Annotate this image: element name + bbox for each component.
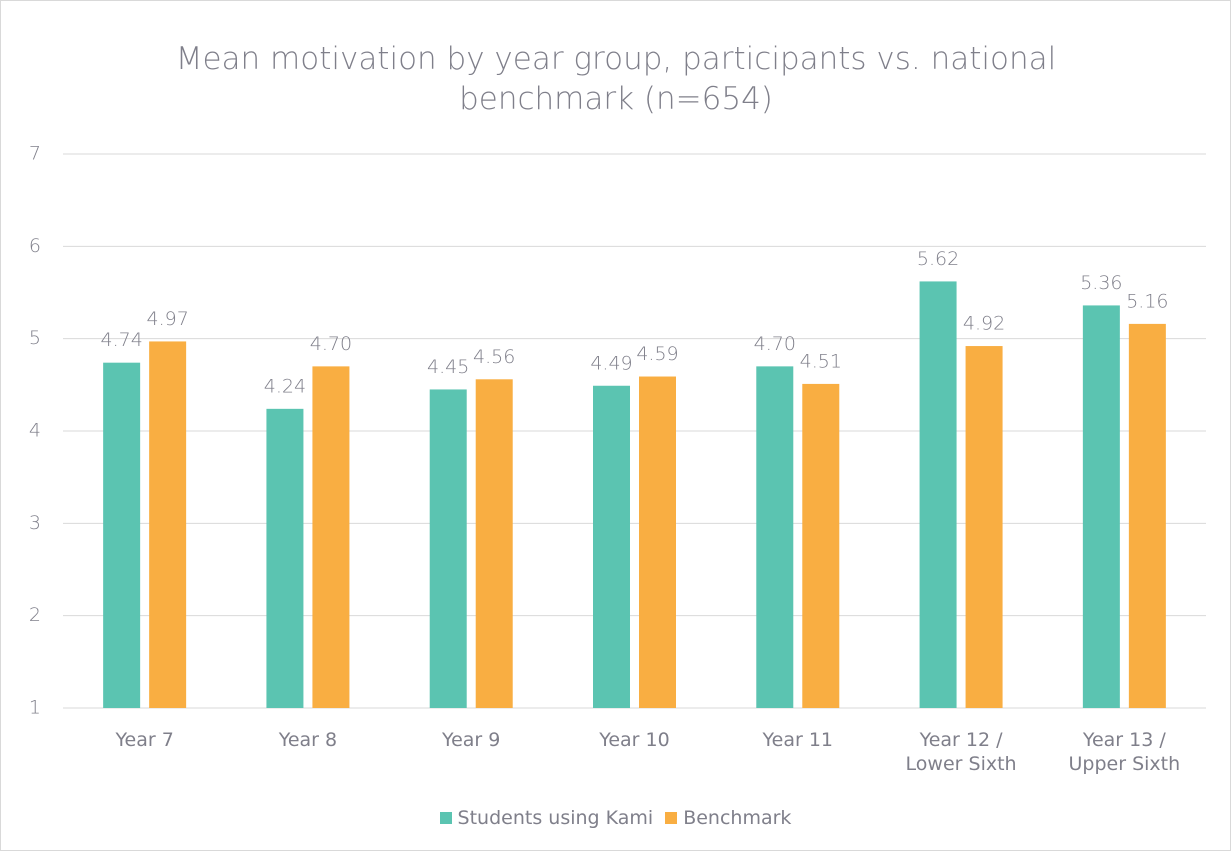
legend-label: Students using Kami: [457, 807, 654, 829]
data-label: 4.70: [310, 333, 352, 355]
bar: [103, 362, 141, 708]
data-label: 4.49: [590, 352, 632, 374]
x-tick-label: Year 9: [442, 729, 501, 751]
legend-item: Benchmark: [665, 807, 791, 829]
data-label: 4.70: [754, 333, 796, 355]
data-label: 5.16: [1126, 290, 1168, 312]
data-label: 4.45: [427, 356, 469, 378]
chart-title: Mean motivation by year group, participa…: [175, 41, 1057, 117]
data-label: 4.24: [264, 375, 306, 397]
y-tick-label: 5: [29, 327, 41, 349]
bar: [1082, 305, 1120, 708]
y-tick-label: 2: [29, 604, 41, 626]
legend-label: Benchmark: [683, 807, 792, 829]
y-tick-label: 1: [29, 697, 41, 719]
x-tick-label: Year 7: [115, 729, 174, 751]
bar: [266, 408, 304, 708]
y-tick-label: 7: [29, 143, 41, 165]
legend-item: Students using Kami: [439, 807, 654, 829]
x-tick-label: Year 8: [278, 729, 338, 751]
bar: [802, 383, 840, 708]
bar: [639, 376, 676, 708]
bar: [312, 366, 350, 708]
bar: [475, 379, 513, 708]
data-label: 4.56: [473, 346, 515, 368]
bar: [756, 366, 794, 708]
data-label: 4.74: [100, 329, 142, 351]
bar: [149, 341, 187, 708]
data-label: 5.62: [917, 248, 959, 270]
data-label: 4.92: [963, 313, 1005, 335]
x-tick-label: Year 10: [599, 729, 670, 751]
y-tick-label: 3: [29, 512, 41, 534]
bar: [1128, 323, 1166, 708]
data-label: 4.97: [146, 308, 188, 330]
data-label: 5.36: [1080, 272, 1122, 294]
data-label: 4.51: [800, 350, 842, 372]
bar: [429, 389, 467, 708]
bar: [965, 346, 1003, 708]
bar: [593, 385, 630, 708]
legend-swatch: [665, 812, 678, 824]
legend: Students using Kami Benchmark: [1, 807, 1230, 829]
y-tick-label: 6: [29, 235, 41, 257]
y-tick-label: 4: [29, 420, 41, 442]
bar: [919, 281, 957, 708]
legend-swatch: [439, 812, 452, 824]
data-label: 4.59: [636, 343, 678, 365]
x-tick-label: Year 11: [762, 729, 833, 751]
x-tick-label: Year 12 / Lower Sixth: [905, 729, 1017, 775]
x-tick-label: Year 13 / Upper Sixth: [1068, 729, 1181, 775]
